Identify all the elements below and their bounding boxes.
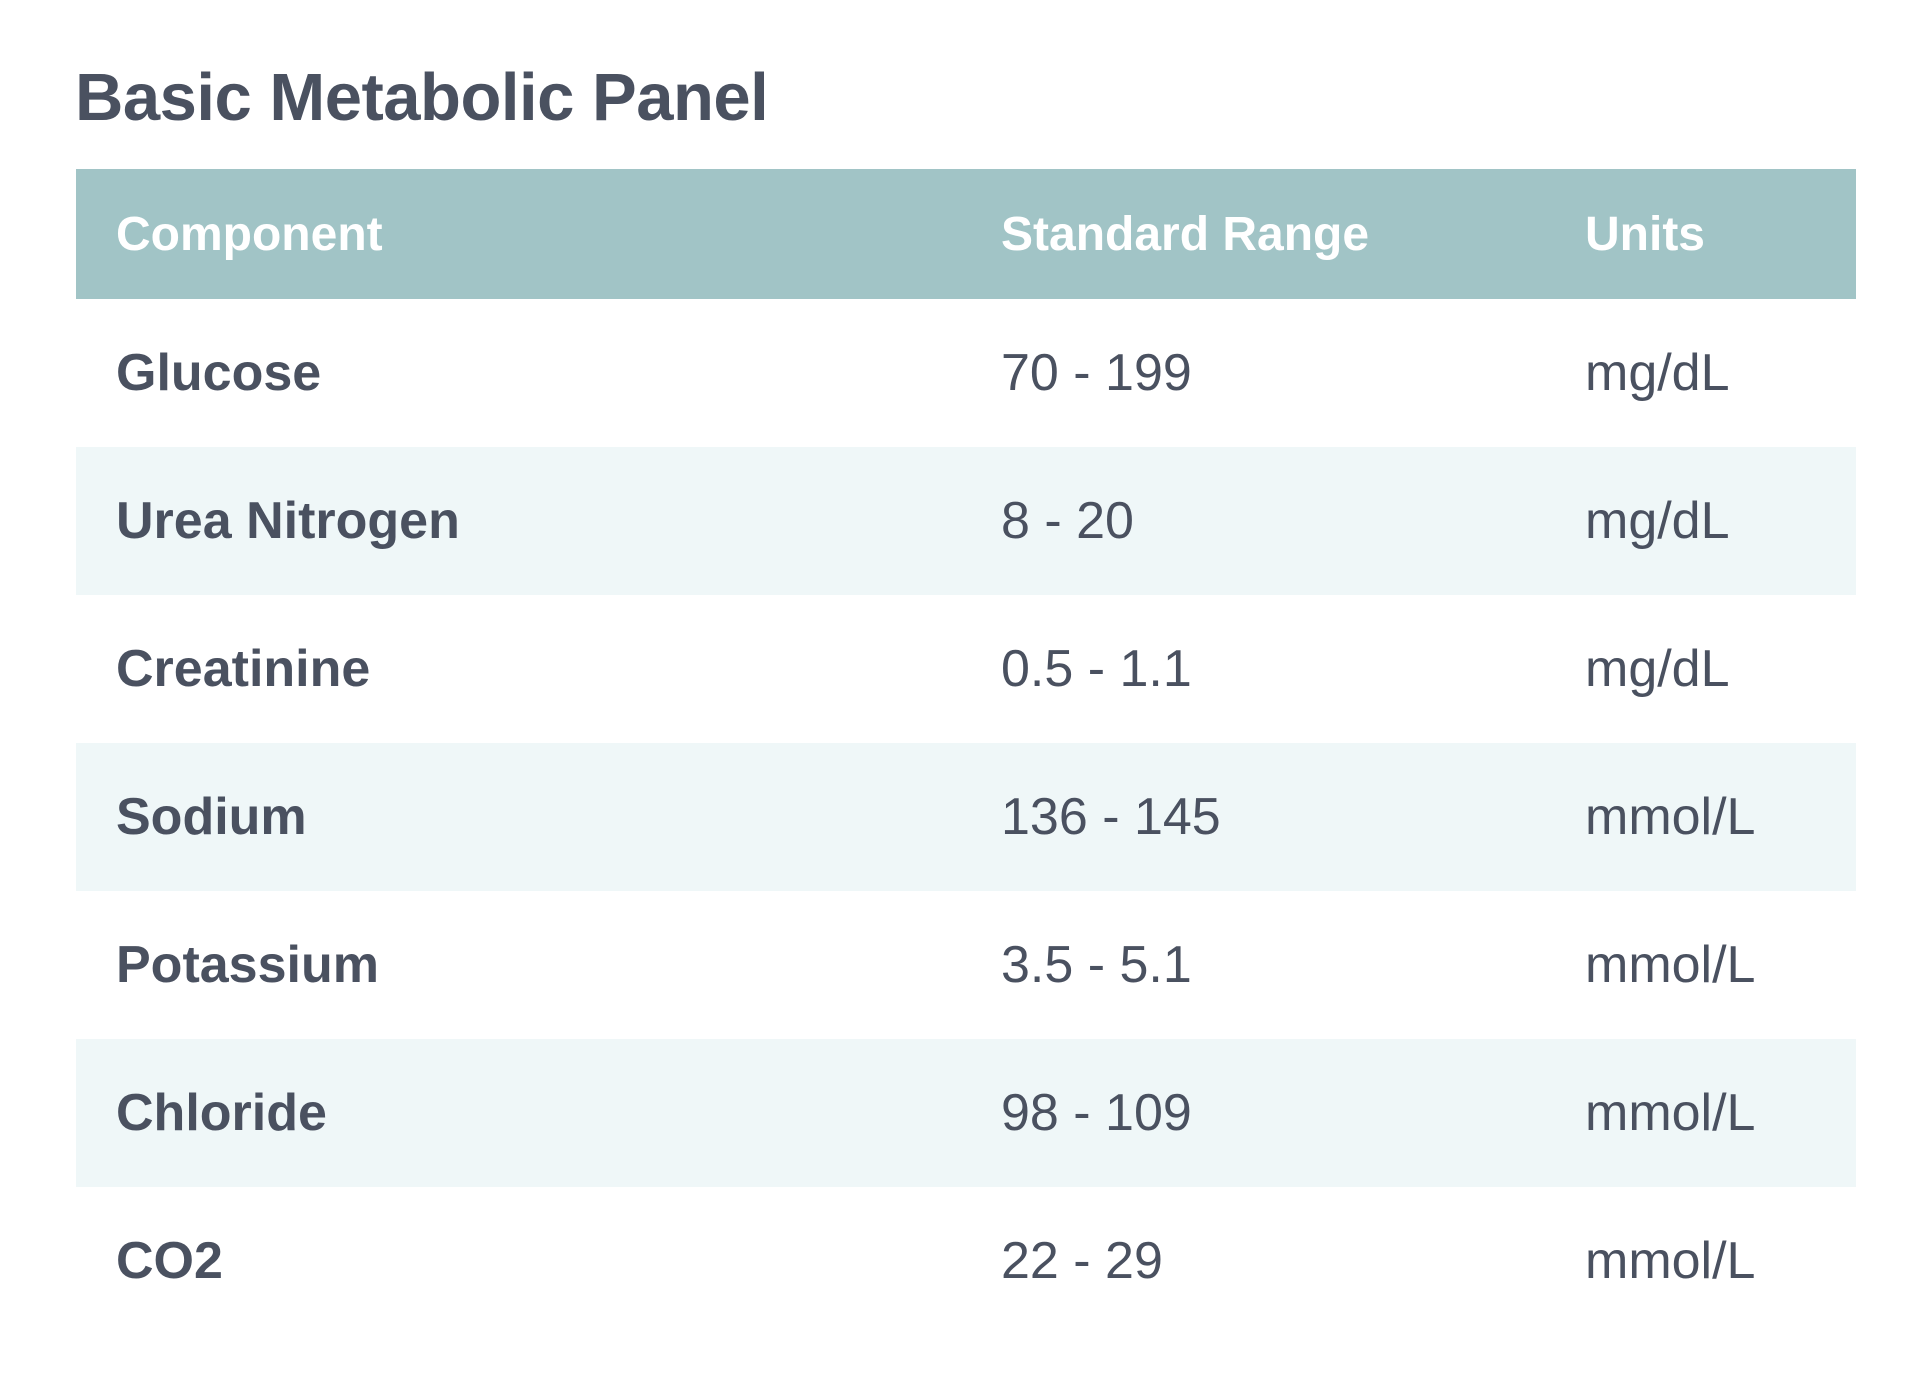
component-cell: Creatinine xyxy=(116,640,371,698)
range-cell: 98 - 109 xyxy=(1001,1084,1192,1142)
range-cell: 0.5 - 1.1 xyxy=(1001,640,1192,698)
component-cell: Sodium xyxy=(116,788,307,846)
range-cell: 70 - 199 xyxy=(1001,344,1192,402)
page-title: Basic Metabolic Panel xyxy=(75,60,769,135)
column-header-standard-range: Standard Range xyxy=(1001,207,1370,261)
units-cell: mg/dL xyxy=(1585,344,1730,402)
units-cell: mmol/L xyxy=(1585,1232,1756,1290)
units-cell: mmol/L xyxy=(1585,788,1756,846)
table-header: Component Standard Range Units xyxy=(76,169,1856,299)
table-row: Potassium 3.5 - 5.1 mmol/L xyxy=(76,891,1856,1039)
table-row: Chloride 98 - 109 mmol/L xyxy=(76,1039,1856,1187)
range-cell: 136 - 145 xyxy=(1001,788,1221,846)
component-cell: Glucose xyxy=(116,344,322,402)
units-cell: mg/dL xyxy=(1585,640,1730,698)
table-row: CO2 22 - 29 mmol/L xyxy=(76,1187,1856,1335)
units-cell: mg/dL xyxy=(1585,492,1730,550)
component-cell: Urea Nitrogen xyxy=(116,492,460,550)
column-header-units: Units xyxy=(1585,207,1705,261)
range-cell: 22 - 29 xyxy=(1001,1232,1163,1290)
table-header-row: Component Standard Range Units xyxy=(76,169,1856,299)
component-cell: CO2 xyxy=(116,1232,223,1290)
table-row: Urea Nitrogen 8 - 20 mg/dL xyxy=(76,447,1856,595)
table-row: Glucose 70 - 199 mg/dL xyxy=(76,299,1856,447)
range-cell: 3.5 - 5.1 xyxy=(1001,936,1192,994)
table-row: Sodium 136 - 145 mmol/L xyxy=(76,743,1856,891)
component-cell: Chloride xyxy=(116,1084,327,1142)
table-row: Creatinine 0.5 - 1.1 mg/dL xyxy=(76,595,1856,743)
units-cell: mmol/L xyxy=(1585,936,1756,994)
table-body: Glucose 70 - 199 mg/dL Urea Nitrogen 8 -… xyxy=(76,299,1856,1335)
range-cell: 8 - 20 xyxy=(1001,492,1134,550)
units-cell: mmol/L xyxy=(1585,1084,1756,1142)
metabolic-panel-table: Component Standard Range Units Glucose 7… xyxy=(76,169,1856,1335)
component-cell: Potassium xyxy=(116,936,379,994)
column-header-component: Component xyxy=(116,207,383,261)
